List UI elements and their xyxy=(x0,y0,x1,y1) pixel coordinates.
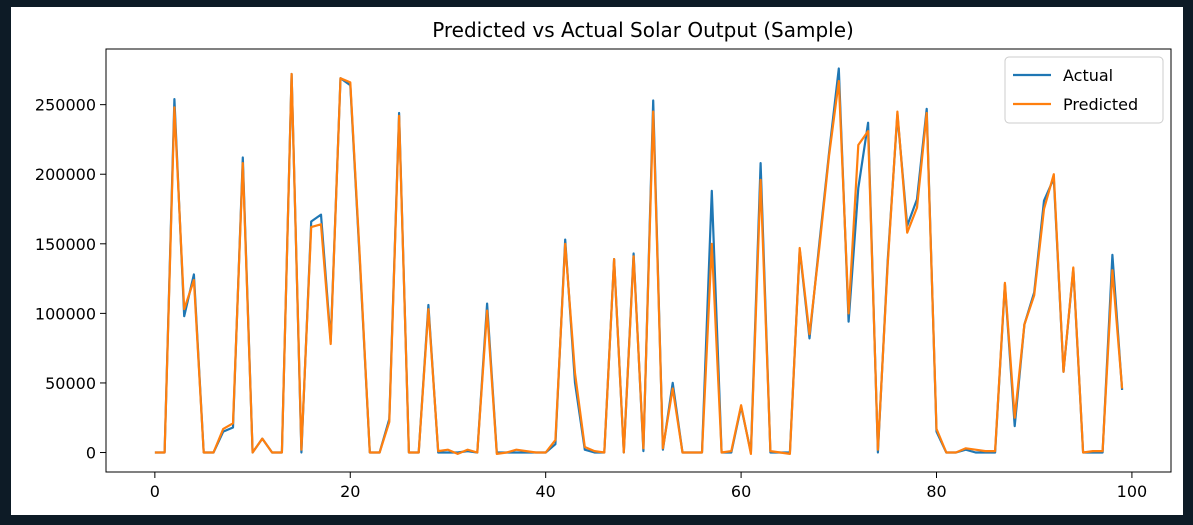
x-tick-label: 80 xyxy=(926,482,946,501)
plot-lines xyxy=(154,67,1124,455)
chart-frame: Predicted vs Actual Solar Output (Sample… xyxy=(11,7,1183,515)
plot-area-border xyxy=(105,48,1172,473)
legend: Actual Predicted xyxy=(1004,56,1164,124)
series-line-predicted xyxy=(154,72,1124,455)
x-tick-label: 100 xyxy=(1117,482,1148,501)
x-axis-ticks: 0 20 40 60 80 100 xyxy=(150,472,1147,501)
chart-title: Predicted vs Actual Solar Output (Sample… xyxy=(432,18,854,42)
x-tick-label: 60 xyxy=(731,482,751,501)
y-tick-label: 50000 xyxy=(45,374,96,393)
y-tick-label: 100000 xyxy=(35,304,96,323)
y-tick-label: 150000 xyxy=(35,235,96,254)
x-tick-label: 40 xyxy=(535,482,555,501)
x-tick-label: 0 xyxy=(150,482,160,501)
chart-canvas: Predicted vs Actual Solar Output (Sample… xyxy=(35,18,1172,501)
y-tick-label: 0 xyxy=(86,444,96,463)
legend-label-actual: Actual xyxy=(1063,66,1113,85)
y-tick-label: 200000 xyxy=(35,165,96,184)
y-tick-label: 250000 xyxy=(35,96,96,115)
legend-label-predicted: Predicted xyxy=(1063,95,1138,114)
legend-box xyxy=(1004,56,1164,124)
x-tick-label: 20 xyxy=(340,482,360,501)
y-axis-ticks: 0 50000 100000 150000 200000 250000 xyxy=(35,96,106,463)
